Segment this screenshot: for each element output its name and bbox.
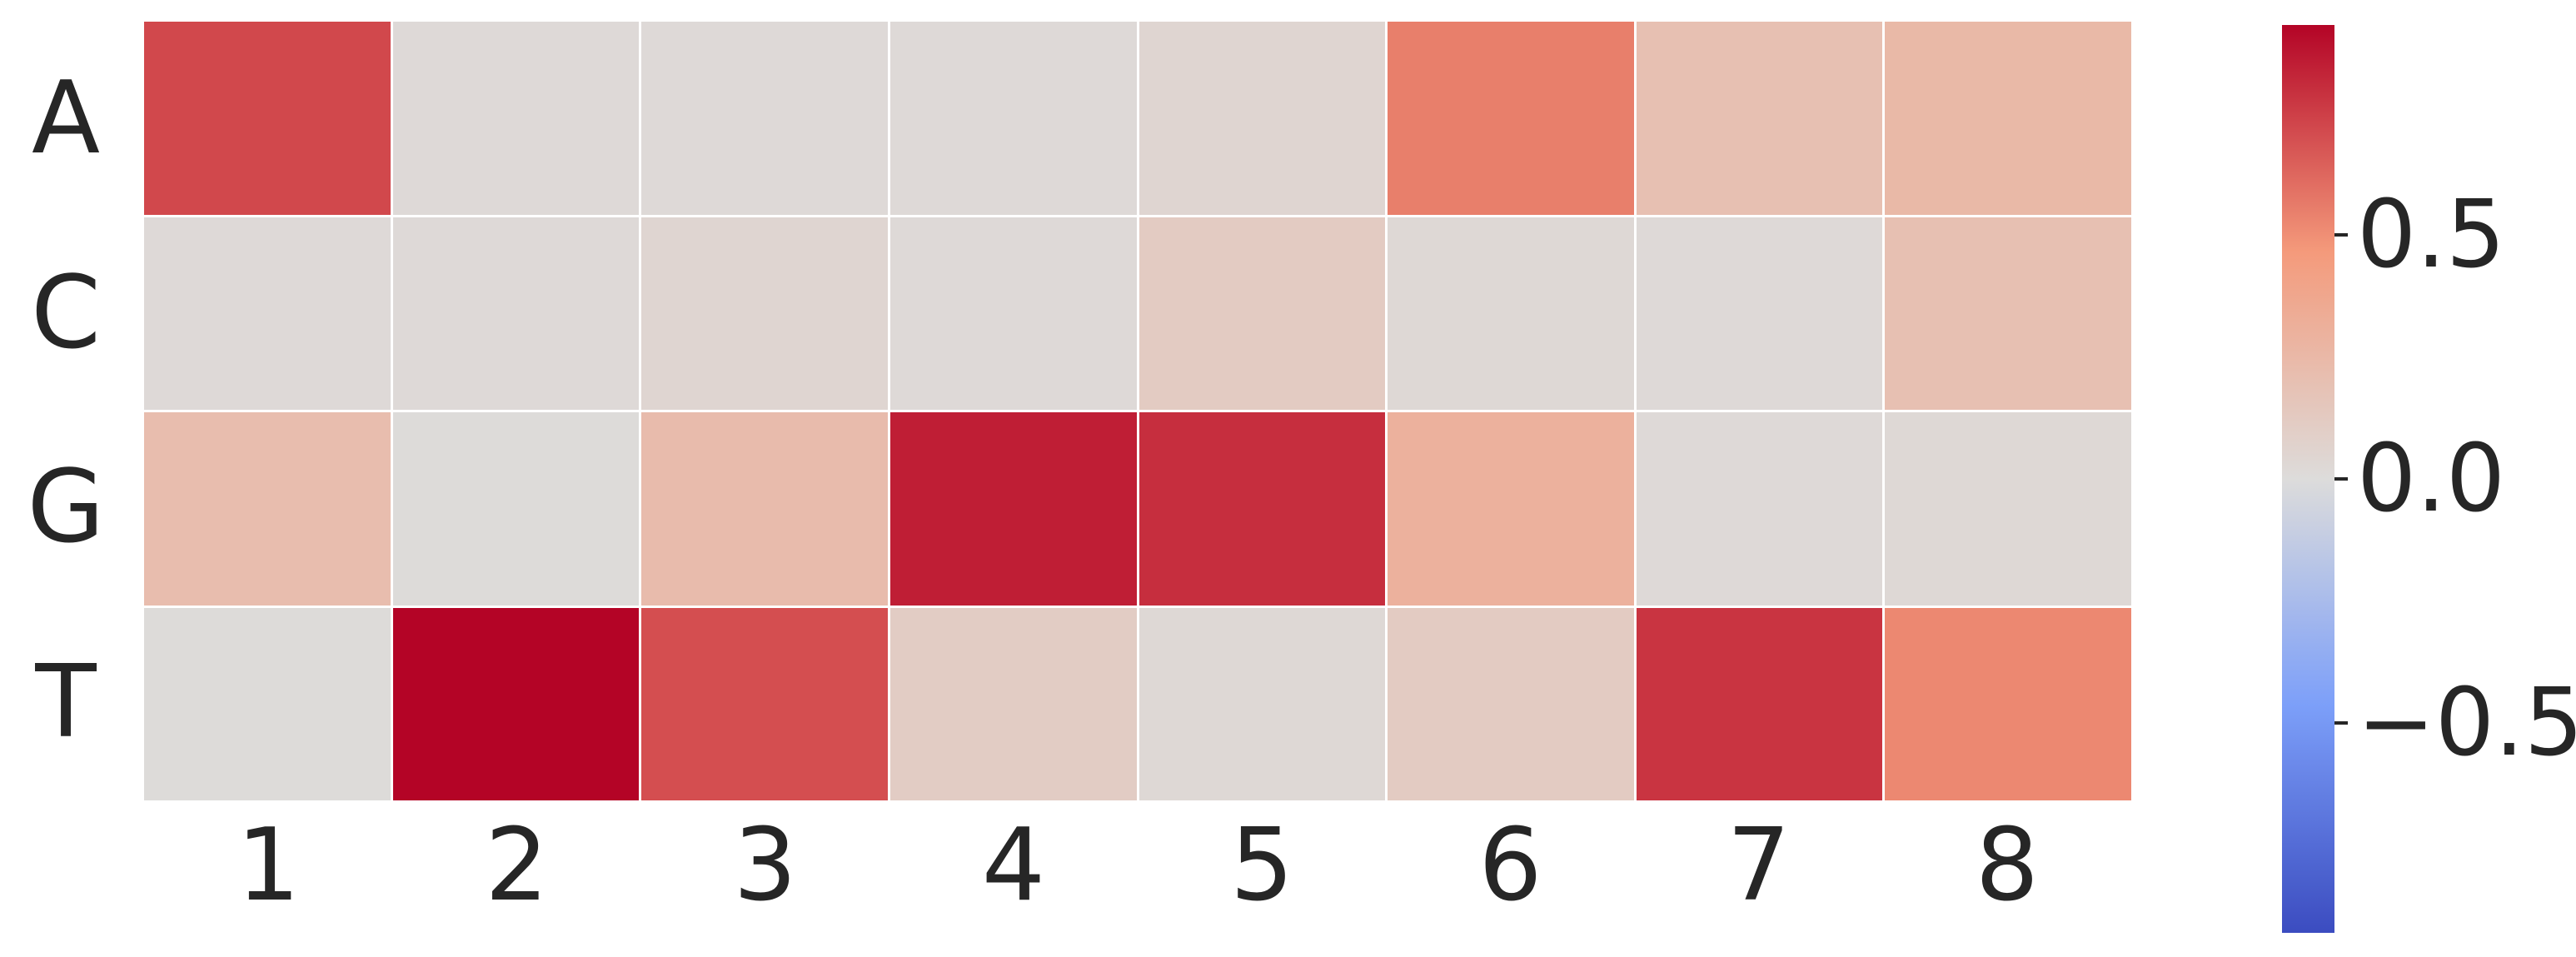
heatmap-cell	[889, 412, 1137, 606]
y-tick-label: C	[31, 255, 101, 371]
heatmap-cell	[144, 217, 391, 410]
heatmap-cell	[1388, 217, 1634, 410]
heatmap-cell	[1388, 22, 1634, 215]
heatmap-cell	[1636, 412, 1883, 606]
x-tick-label: 7	[1726, 808, 1791, 924]
heatmap-cell	[1139, 22, 1386, 215]
heatmap-cell	[889, 217, 1137, 410]
colorbar: 0.5 0.0 −0.5	[2282, 25, 2576, 933]
heatmap-cell	[392, 607, 640, 800]
colorbar-tick-label: 0.0	[2357, 425, 2506, 533]
colorbar-tick-mark	[2334, 477, 2348, 481]
heatmap-cell	[1636, 607, 1883, 800]
heatmap-cell	[889, 22, 1137, 215]
heatmap-grid	[144, 22, 2131, 800]
y-tick-label: T	[35, 645, 97, 761]
x-tick-label: 1	[236, 808, 301, 924]
y-tick-label: A	[31, 60, 101, 177]
x-tick-label: 3	[733, 808, 797, 924]
x-tick-label: 2	[485, 808, 549, 924]
heatmap-cell	[392, 217, 640, 410]
heatmap-cell	[1885, 217, 2131, 410]
heatmap-cell	[1388, 607, 1634, 800]
x-tick-label: 6	[1478, 808, 1542, 924]
heatmap-cell	[641, 412, 888, 606]
heatmap-cell	[144, 22, 391, 215]
heatmap-cell	[1636, 22, 1883, 215]
heatmap-cell	[1139, 412, 1386, 606]
heatmap-cell	[641, 607, 888, 800]
heatmap-cell	[1139, 217, 1386, 410]
x-tick-label: 8	[1975, 808, 2040, 924]
colorbar-tick-label: 0.5	[2357, 180, 2506, 289]
heatmap-cell	[641, 22, 888, 215]
x-tick-label: 5	[1229, 808, 1294, 924]
heatmap-cell	[889, 607, 1137, 800]
heatmap-cell	[1388, 412, 1634, 606]
heatmap-cell	[392, 412, 640, 606]
heatmap-cell	[144, 607, 391, 800]
y-tick-label: G	[27, 450, 105, 566]
heatmap-cell	[1139, 607, 1386, 800]
colorbar-tick-mark	[2334, 232, 2348, 237]
colorbar-tick-mark	[2334, 721, 2348, 725]
heatmap-cell	[1885, 412, 2131, 606]
colorbar-tick-label: −0.5	[2357, 669, 2576, 777]
x-axis-labels: 1 2 3 4 5 6 7 8	[144, 804, 2131, 929]
heatmap-cell	[392, 22, 640, 215]
heatmap-cell	[1636, 217, 1883, 410]
heatmap-cell	[144, 412, 391, 606]
heatmap-cell	[641, 217, 888, 410]
colorbar-gradient	[2282, 25, 2334, 933]
x-tick-label: 4	[981, 808, 1046, 924]
heatmap-cell	[1885, 22, 2131, 215]
heatmap-cell	[1885, 607, 2131, 800]
